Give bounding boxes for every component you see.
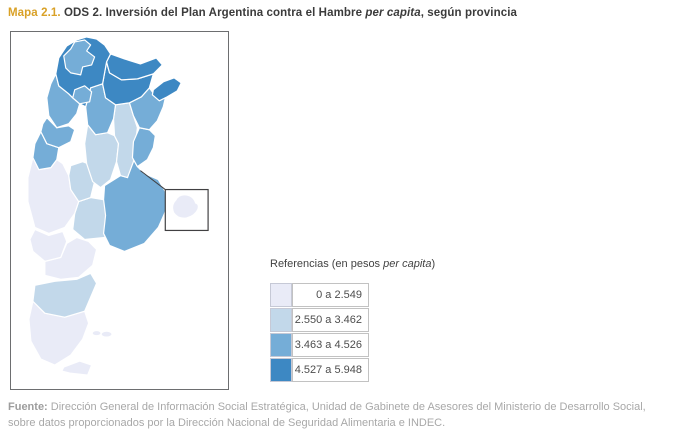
province-misiones <box>151 77 182 102</box>
figure-number: Mapa 2.1. <box>8 7 61 19</box>
source-note: Fuente: Dirección General de Información… <box>8 399 690 431</box>
legend-row: 2.550 a 3.462 <box>270 308 450 332</box>
legend-label-class4: 4.527 a 5.948 <box>292 358 369 382</box>
province-la-rioja <box>40 117 76 149</box>
legend-row: 4.527 a 5.948 <box>270 358 450 382</box>
source-label: Fuente: <box>8 401 48 413</box>
legend-swatch-class4 <box>270 358 292 382</box>
inset-pointer-line <box>140 170 166 190</box>
figure-title: Mapa 2.1. ODS 2. Inversión del Plan Arge… <box>8 7 688 19</box>
legend-row: 0 a 2.549 <box>270 283 450 307</box>
province-tierra-del-fuego <box>61 360 93 376</box>
map-legend: Referencias (en pesos per capita) 0 a 2.… <box>270 258 450 383</box>
islas-malvinas <box>91 329 113 338</box>
legend-label-class3: 3.463 a 4.526 <box>292 333 369 357</box>
province-chubut <box>32 272 98 318</box>
province-caba <box>173 195 198 218</box>
figure-title-suffix: , según provincia <box>420 7 517 19</box>
province-tucuman <box>72 85 93 105</box>
source-line1: Dirección General de Información Social … <box>50 401 646 413</box>
legend-swatch-class1 <box>270 283 292 307</box>
province-rio-negro <box>44 236 98 280</box>
province-jujuy <box>63 39 96 76</box>
legend-swatch-class3 <box>270 333 292 357</box>
figure-title-italic: per capita <box>365 7 421 19</box>
argentina-choropleth-map <box>27 36 209 376</box>
source-line2: sobre datos proporcionados por la Direcc… <box>8 417 446 429</box>
province-formosa <box>105 53 163 81</box>
legend-title: Referencias (en pesos per capita) <box>270 258 436 270</box>
legend-label-class1: 0 a 2.549 <box>292 283 369 307</box>
legend-row: 3.463 a 4.526 <box>270 333 450 357</box>
map-frame <box>10 31 229 390</box>
province-entre-rios <box>131 127 156 168</box>
legend-label-class2: 2.550 a 3.462 <box>292 308 369 332</box>
figure-title-text: ODS 2. Inversión del Plan Argentina cont… <box>63 7 366 19</box>
legend-swatch-class2 <box>270 308 292 332</box>
province-neuquen <box>29 228 68 262</box>
